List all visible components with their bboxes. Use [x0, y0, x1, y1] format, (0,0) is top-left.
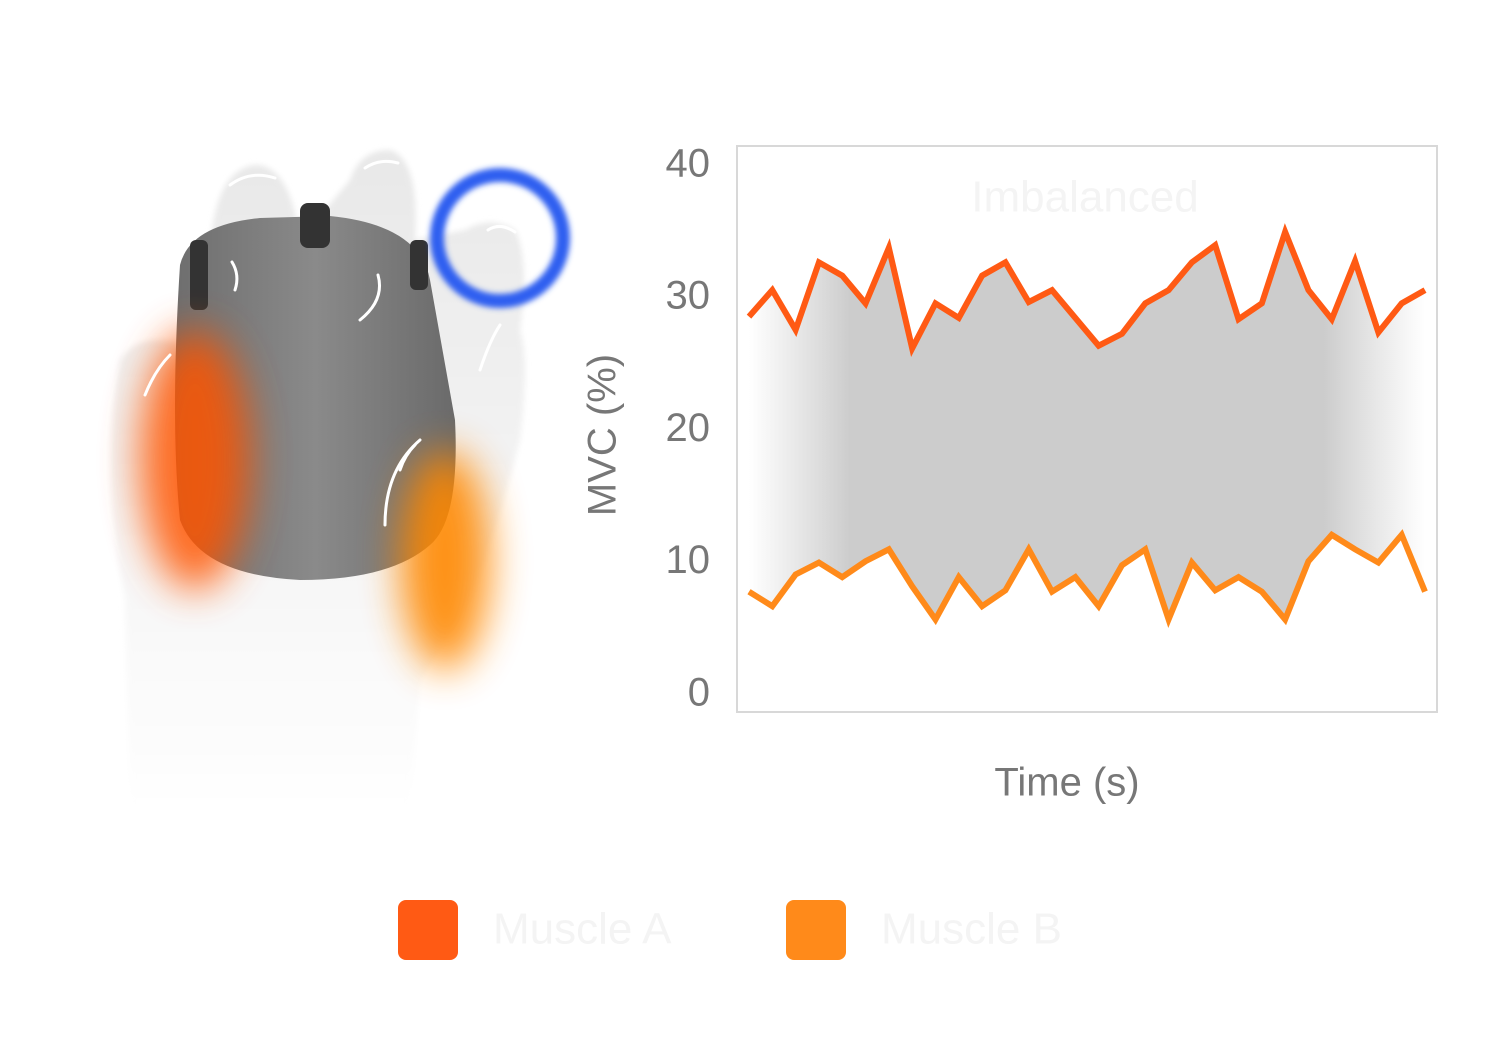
data-line — [746, 223, 1427, 357]
data-line — [747, 529, 1428, 629]
y-axis-label: MVC (%) — [581, 354, 625, 516]
hand-illustration — [111, 150, 570, 820]
x-axis-label: Time (s) — [994, 761, 1139, 805]
legend-swatch — [786, 900, 846, 960]
legend-label: Muscle B — [881, 905, 1062, 954]
legend-label: Muscle A — [493, 905, 672, 954]
y-tick-label: 10 — [666, 538, 711, 582]
y-tick-label: 30 — [666, 274, 711, 318]
y-tick-label: 0 — [688, 670, 710, 714]
y-tick-label: 40 — [666, 141, 711, 185]
range-band — [749, 231, 1425, 620]
legend-swatch — [398, 900, 458, 960]
plot-frame — [736, 145, 1438, 713]
chart-title: Imbalanced — [971, 173, 1198, 222]
y-tick-label: 20 — [666, 406, 711, 450]
legend: Muscle A Muscle B — [398, 900, 1062, 960]
